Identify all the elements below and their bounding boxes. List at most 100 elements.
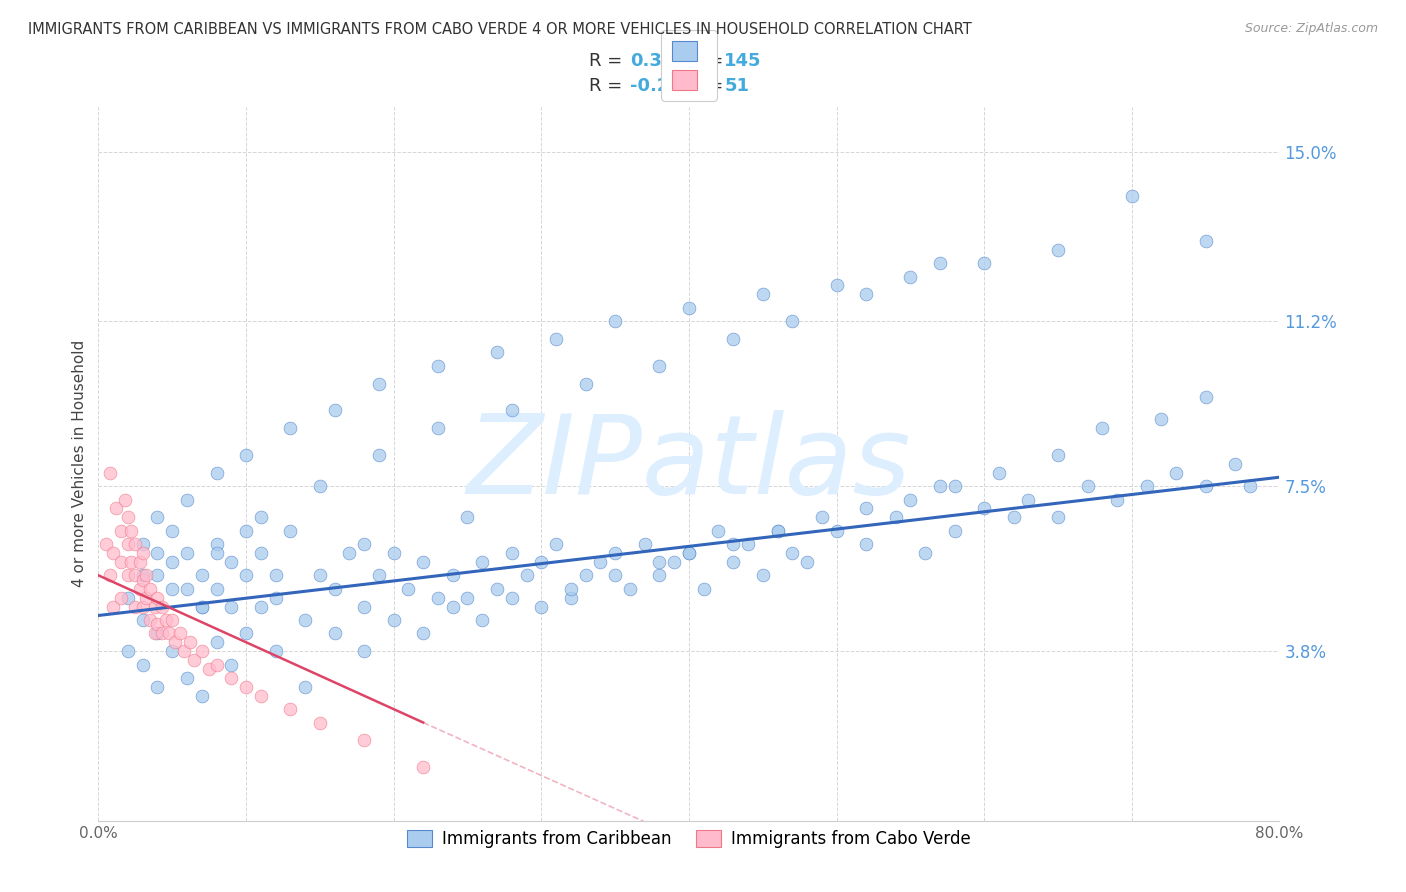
Point: [605, 568, 627, 582]
Point: [457, 591, 479, 605]
Point: [146, 680, 169, 694]
Point: [855, 287, 877, 301]
Point: [323, 582, 346, 596]
Point: [1166, 466, 1188, 480]
Point: [382, 546, 405, 560]
Point: [162, 644, 183, 658]
Point: [1225, 457, 1247, 471]
Point: [737, 537, 759, 551]
Point: [723, 555, 745, 569]
Point: [1195, 479, 1218, 493]
Point: [605, 314, 627, 328]
Point: [191, 568, 214, 582]
Text: N =: N =: [689, 77, 723, 95]
Point: [471, 613, 494, 627]
Point: [98, 568, 121, 582]
Point: [796, 555, 818, 569]
Point: [117, 644, 139, 658]
Point: [176, 582, 198, 596]
Point: [146, 617, 169, 632]
Point: [560, 582, 582, 596]
Point: [191, 644, 214, 658]
Point: [900, 492, 922, 507]
Point: [135, 591, 157, 605]
Point: [235, 448, 257, 462]
Point: [766, 524, 789, 538]
Y-axis label: 4 or more Vehicles in Household: 4 or more Vehicles in Household: [72, 340, 87, 588]
Point: [162, 555, 183, 569]
Point: [723, 332, 745, 346]
Point: [648, 568, 671, 582]
Text: R =: R =: [589, 52, 621, 70]
Point: [205, 546, 228, 560]
Point: [110, 591, 132, 605]
Point: [678, 546, 700, 560]
Point: [929, 479, 952, 493]
Point: [117, 537, 139, 551]
Point: [146, 546, 169, 560]
Point: [98, 466, 121, 480]
Point: [973, 256, 995, 270]
Point: [1195, 390, 1218, 404]
Point: [146, 568, 169, 582]
Point: [205, 657, 228, 672]
Point: [294, 613, 316, 627]
Point: [530, 555, 553, 569]
Point: [1239, 479, 1261, 493]
Point: [900, 269, 922, 284]
Point: [353, 644, 375, 658]
Point: [162, 524, 183, 538]
Point: [619, 582, 641, 596]
Point: [143, 626, 166, 640]
Point: [155, 613, 177, 627]
Point: [162, 582, 183, 596]
Point: [575, 568, 598, 582]
Point: [988, 466, 1011, 480]
Point: [114, 492, 136, 507]
Text: 0.325: 0.325: [630, 52, 686, 70]
Point: [176, 546, 198, 560]
Point: [117, 568, 139, 582]
Point: [169, 626, 191, 640]
Point: [501, 591, 523, 605]
Point: [1107, 492, 1129, 507]
Point: [648, 555, 671, 569]
Point: [250, 599, 273, 614]
Point: [501, 403, 523, 417]
Point: [309, 715, 332, 730]
Point: [157, 626, 180, 640]
Point: [235, 680, 257, 694]
Point: [1046, 510, 1070, 524]
Point: [235, 626, 257, 640]
Text: 51: 51: [724, 77, 749, 95]
Point: [782, 314, 804, 328]
Point: [183, 653, 205, 667]
Point: [132, 599, 155, 614]
Point: [929, 256, 952, 270]
Point: [575, 376, 598, 391]
Point: [914, 546, 936, 560]
Point: [1018, 492, 1040, 507]
Point: [117, 591, 139, 605]
Point: [280, 421, 302, 435]
Point: [221, 555, 243, 569]
Point: [546, 332, 568, 346]
Point: [191, 599, 214, 614]
Point: [678, 546, 700, 560]
Point: [150, 626, 173, 640]
Point: [294, 680, 316, 694]
Point: [135, 568, 157, 582]
Point: [560, 591, 582, 605]
Point: [132, 657, 155, 672]
Point: [323, 403, 346, 417]
Point: [501, 546, 523, 560]
Point: [1150, 412, 1173, 426]
Point: [173, 644, 195, 658]
Point: [634, 537, 657, 551]
Point: [1046, 448, 1070, 462]
Point: [353, 537, 375, 551]
Point: [546, 537, 568, 551]
Point: [1002, 510, 1025, 524]
Point: [191, 689, 214, 703]
Point: [707, 524, 730, 538]
